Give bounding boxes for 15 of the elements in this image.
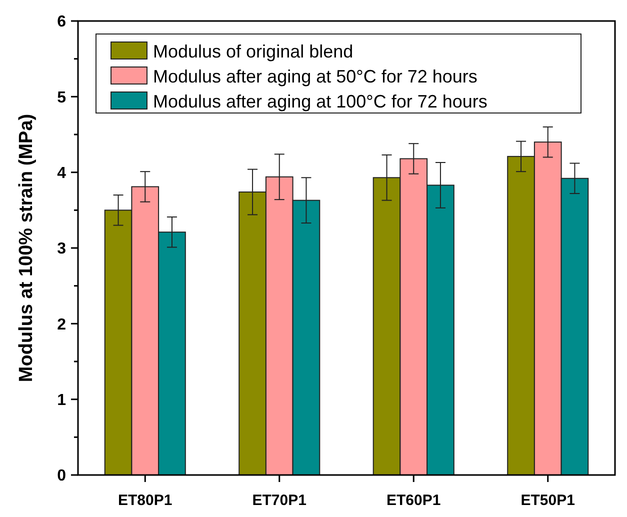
y-tick-label: 2 (57, 316, 66, 334)
x-tick-label: ET50P1 (520, 492, 575, 509)
legend-label: Modulus after aging at 100°C for 72 hours (153, 91, 488, 112)
y-tick-label: 6 (57, 14, 66, 31)
legend-label: Modulus of original blend (153, 41, 354, 62)
x-tick-label: ET80P1 (118, 492, 172, 509)
y-tick-label: 1 (57, 392, 66, 409)
legend-label: Modulus after aging at 50°C for 72 hours (153, 66, 478, 86)
y-tick-label: 5 (57, 89, 66, 106)
x-tick-label: ET60P1 (386, 492, 441, 509)
y-axis-title: Modulus at 100% strain (MPa) (16, 114, 37, 382)
y-tick-label: 0 (57, 468, 66, 485)
x-tick-label: ET70P1 (252, 492, 306, 509)
y-tick-label: 3 (57, 240, 66, 258)
y-tick-label: 4 (57, 164, 66, 182)
